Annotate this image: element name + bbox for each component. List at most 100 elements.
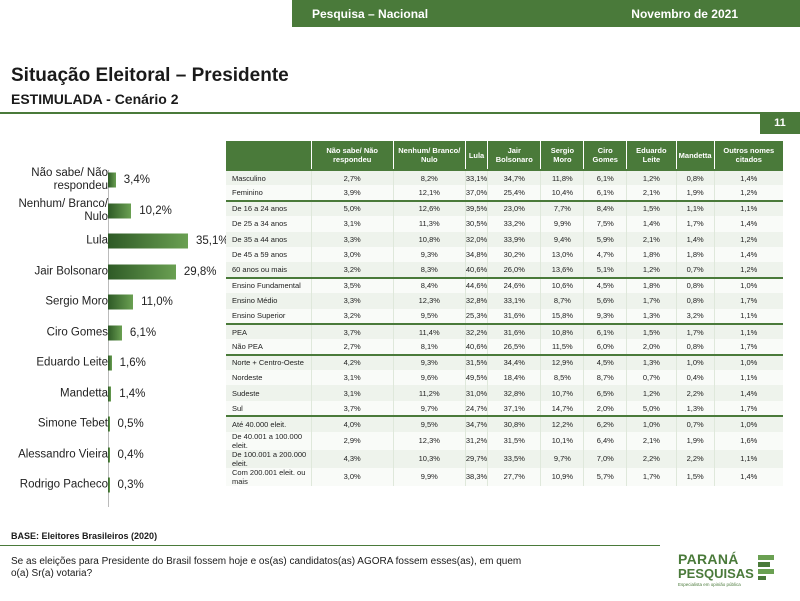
table-cell: 3,1% — [310, 216, 394, 232]
row-label: De 40.001 a 100.000 eleit. — [226, 431, 312, 450]
table-cell: 30,5% — [464, 216, 488, 232]
table-cell: 1,1% — [675, 199, 715, 217]
column-header: Nenhum/ Branco/ Nulo — [392, 141, 466, 170]
table-cell: 3,2% — [675, 308, 715, 324]
survey-question: Se as eleições para Presidente do Brasil… — [11, 556, 522, 579]
table-cell: 3,2% — [310, 262, 394, 278]
table-cell: 1,2% — [713, 262, 783, 278]
footer-divider — [0, 545, 660, 546]
bar-label: Sergio Moro — [45, 295, 108, 308]
table-cell: 5,9% — [583, 231, 627, 247]
table-row: 60 anos ou mais 3,2% 8,3% 40,6% 26,0% 13,6% 5,… — [226, 262, 783, 278]
logo-line1: PARANÁ — [678, 551, 739, 567]
table-cell: 3,0% — [310, 467, 394, 486]
page-title: Situação Eleitoral – Presidente — [11, 65, 289, 86]
table-cell: 2,2% — [675, 385, 715, 401]
table-cell: 6,5% — [583, 385, 627, 401]
table-cell: 1,7% — [675, 216, 715, 232]
column-header: Mandetta — [675, 141, 715, 170]
row-label: Feminino — [226, 185, 312, 201]
table-cell: 40,6% — [464, 339, 488, 355]
column-header: Sergio Moro — [540, 141, 584, 170]
bar-label: Não sabe/ Não respondeu — [31, 167, 108, 192]
table-cell: 32,0% — [464, 231, 488, 247]
bar — [108, 447, 110, 462]
table-cell: 1,4% — [675, 231, 715, 247]
table-cell: 11,5% — [540, 339, 584, 355]
table-cell: 0,8% — [675, 293, 715, 309]
bar-row: Simone Tebet 0,5% — [0, 409, 220, 439]
table-cell: 9,3% — [392, 353, 466, 371]
bar-label: Mandetta — [60, 387, 108, 399]
table-cell: 2,9% — [310, 431, 394, 450]
table-cell: 3,0% — [310, 246, 394, 263]
table-cell: 10,8% — [392, 231, 466, 247]
table-cell: 8,7% — [540, 293, 584, 309]
table-cell: 38,3% — [464, 467, 488, 486]
table-cell: 1,7% — [626, 467, 677, 486]
bar-label: Eduardo Leite — [36, 356, 108, 369]
table-row: Masculino 2,7% 8,2% 33,1% 34,7% 11,8% 6,1% 1,2%… — [226, 168, 783, 186]
bar-label: Rodrigo Pacheco — [19, 478, 108, 491]
table-cell: 33,2% — [487, 216, 541, 232]
table-cell: 10,8% — [540, 322, 584, 340]
table-cell: 15,8% — [540, 308, 584, 324]
bar-row: Lula 35,1% — [0, 226, 229, 256]
bar-value-label: 1,6% — [119, 357, 146, 369]
row-label: De 100.001 a 200.000 eleit. — [226, 449, 312, 468]
table-cell: 11,4% — [392, 322, 466, 340]
table-cell: 31,6% — [487, 322, 541, 340]
table-cell: 18,4% — [487, 370, 541, 386]
table-row: Ensino Médio 3,3% 12,3% 32,8% 33,1% 8,7% 5,6% 1… — [226, 293, 783, 309]
table-row: De 16 a 24 anos 5,0% 12,6% 39,5% 23,0% 7,7% 8,… — [226, 199, 783, 217]
table-cell: 0,7% — [626, 370, 677, 386]
table-row: Norte + Centro-Oeste 4,2% 9,3% 31,5% 34,4% 12… — [226, 353, 783, 371]
table-cell: 11,8% — [540, 168, 584, 186]
base-note: BASE: Eleitores Brasileiros (2020) — [11, 531, 158, 541]
bar-label: Jair Bolsonaro — [34, 265, 108, 277]
table-cell: 10,3% — [392, 449, 466, 468]
row-label: De 35 a 44 anos — [226, 231, 312, 247]
table-cell: 1,7% — [626, 293, 677, 309]
table-cell: 4,7% — [583, 246, 627, 263]
table-row: Até 40.000 eleit. 4,0% 9,5% 34,7% 30,8% 12,2%… — [226, 415, 783, 432]
bar — [108, 325, 122, 340]
table-cell: 1,9% — [675, 185, 715, 201]
table-cell: 1,8% — [675, 246, 715, 263]
table-cell: 4,2% — [310, 353, 394, 371]
table-cell: 44,6% — [464, 276, 488, 294]
column-header: Não sabe/ Não respondeu — [310, 141, 394, 170]
table-cell: 2,0% — [583, 400, 627, 417]
table-cell: 8,4% — [583, 199, 627, 217]
column-header: Lula — [464, 141, 488, 170]
bar — [108, 477, 110, 493]
table-cell: 32,2% — [464, 322, 488, 340]
bar-value-label: 3,4% — [123, 174, 150, 186]
table-row: De 35 a 44 anos 3,3% 10,8% 32,0% 33,9% 9,4% 5,… — [226, 231, 783, 247]
table-cell: 2,2% — [675, 449, 715, 468]
table-cell: 1,9% — [675, 431, 715, 450]
table-cell: 34,7% — [464, 415, 488, 432]
bar — [108, 386, 112, 401]
table-cell: 1,1% — [713, 199, 783, 217]
table-cell: 31,0% — [464, 385, 488, 401]
row-label: Masculino — [226, 168, 312, 186]
page-number: 11 — [760, 112, 800, 134]
table-cell: 1,0% — [713, 276, 783, 294]
table-cell: 3,9% — [310, 185, 394, 201]
bar-value-label: 0,4% — [117, 448, 144, 461]
row-label: PEA — [226, 322, 312, 340]
survey-date: Novembro de 2021 — [631, 7, 738, 21]
table-cell: 1,3% — [675, 400, 715, 417]
table-cell: 6,1% — [583, 322, 627, 340]
row-label: Ensino Superior — [226, 308, 312, 324]
table-header-row: Não sabe/ Não respondeu Nenhum/ Branco/ N… — [226, 141, 783, 170]
table-cell: 25,4% — [487, 185, 541, 201]
table-cell: 26,0% — [487, 262, 541, 278]
table-cell: 31,5% — [487, 431, 541, 450]
table-cell: 1,4% — [713, 385, 783, 401]
table-cell: 0,8% — [675, 276, 715, 294]
table-cell: 1,3% — [626, 353, 677, 371]
table-cell: 3,1% — [310, 385, 394, 401]
table-cell: 3,2% — [310, 308, 394, 324]
